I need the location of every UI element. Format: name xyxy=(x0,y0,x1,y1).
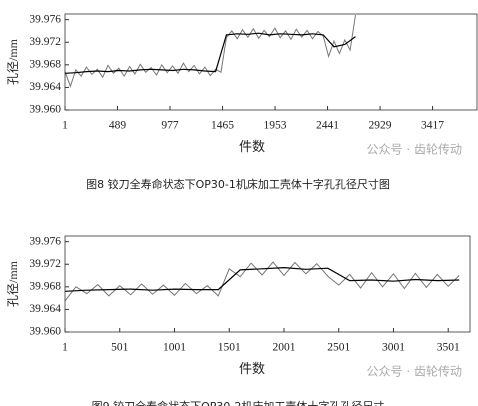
data-line xyxy=(64,261,460,302)
x-tick-label: 1501 xyxy=(218,342,241,354)
y-tick-label: 39.960 xyxy=(29,326,61,338)
x-tick-label: 2441 xyxy=(316,120,339,132)
data-line xyxy=(64,15,356,88)
x-tick-label: 2001 xyxy=(272,342,295,354)
caption: 图8 铰刀全寿命状态下OP30-1机床加工壳体十字孔孔径尺寸图 xyxy=(86,177,390,191)
y-tick-label: 39.964 xyxy=(29,81,61,93)
x-axis-label: 件数 xyxy=(239,361,265,376)
x-tick-label: 501 xyxy=(111,342,129,354)
x-tick-label: 3501 xyxy=(437,342,460,354)
x-tick-label: 1465 xyxy=(211,120,234,132)
y-tick-label: 39.976 xyxy=(29,13,61,25)
x-tick-label: 3001 xyxy=(382,342,405,354)
x-tick-label: 1 xyxy=(62,342,68,354)
y-axis-label: 孔径/mm xyxy=(6,38,20,85)
y-tick-label: 39.968 xyxy=(29,58,61,70)
x-axis-label: 件数 xyxy=(239,139,265,154)
data-line xyxy=(64,32,356,74)
x-tick-label: 3417 xyxy=(421,120,444,132)
x-tick-label: 2501 xyxy=(327,342,350,354)
watermark: 公众号 · 齿轮传动 xyxy=(367,142,462,157)
y-tick-label: 39.972 xyxy=(29,36,61,48)
watermark: 公众号 · 齿轮传动 xyxy=(367,364,462,379)
data-line xyxy=(64,266,460,292)
x-tick-label: 1953 xyxy=(264,120,287,132)
y-axis-label: 孔径/mm xyxy=(6,260,20,307)
x-tick-label: 2929 xyxy=(369,120,392,132)
plot-frame xyxy=(64,235,471,333)
x-tick-label: 1 xyxy=(62,120,68,132)
x-tick-label: 1001 xyxy=(163,342,186,354)
x-tick-label: 977 xyxy=(161,120,179,132)
y-tick-label: 39.972 xyxy=(29,258,61,270)
x-tick-label: 489 xyxy=(109,120,127,132)
y-tick-label: 39.968 xyxy=(29,280,61,292)
plot-frame xyxy=(64,13,478,111)
y-tick-label: 39.960 xyxy=(29,104,61,116)
caption: 图9 铰刀全寿命状态下OP30-2机床加工壳体十字孔孔径尺寸 xyxy=(92,399,385,406)
y-tick-label: 39.964 xyxy=(29,303,61,315)
y-tick-label: 39.976 xyxy=(29,235,61,247)
